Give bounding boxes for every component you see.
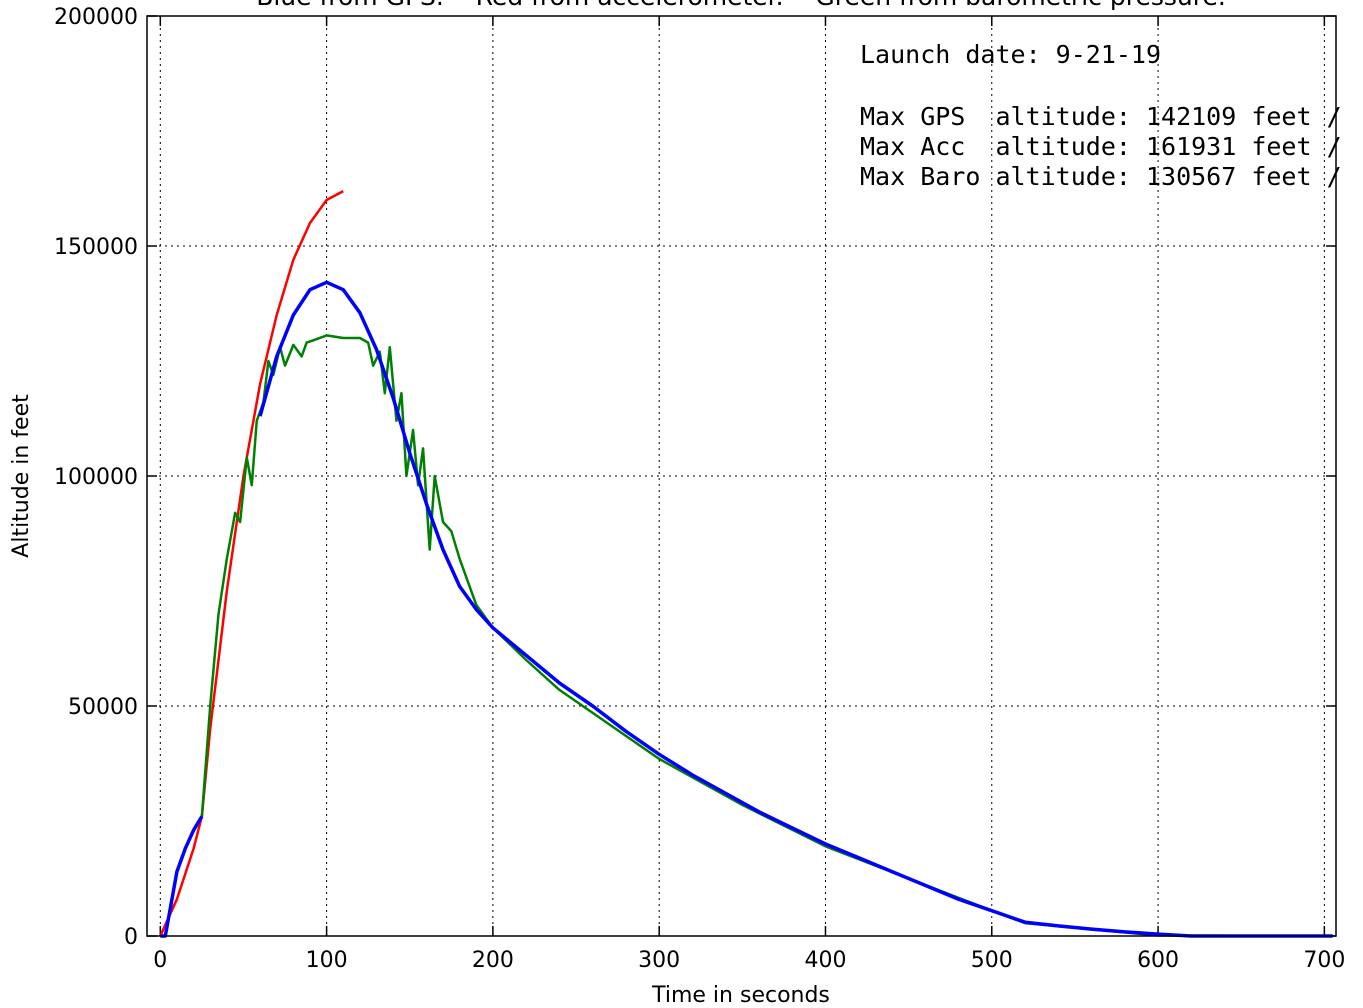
x-tick-label: 200 (472, 948, 514, 973)
x-tick-label: 100 (306, 948, 348, 973)
data-line (159, 190, 344, 937)
y-tick-label: 0 (124, 925, 138, 950)
annotation: Launch date: 9-21-19 (860, 40, 1161, 69)
annotation: Max Acc altitude: 161931 feet / (860, 132, 1342, 161)
plot-frame (146, 15, 1337, 937)
x-tick-label: 0 (153, 948, 167, 973)
data-line (200, 334, 1333, 938)
y-tick-label: 100000 (54, 465, 138, 490)
y-tick-label: 50000 (68, 695, 138, 720)
y-tick-label: 150000 (54, 235, 138, 260)
x-tick-label: 300 (638, 948, 680, 973)
x-tick-label: 500 (971, 948, 1013, 973)
y-axis-label: Altitude in feet (9, 394, 34, 558)
y-tick-label: 200000 (54, 5, 138, 30)
x-tick-label: 700 (1303, 948, 1345, 973)
annotation: Max GPS altitude: 142109 feet / (860, 102, 1342, 131)
chart-title: Blue from GPS. Red from accelerometer. G… (256, 0, 1226, 11)
x-axis-label: Time in seconds (651, 983, 830, 1008)
annotation: Max Baro altitude: 130567 feet / (860, 162, 1342, 191)
x-tick-label: 400 (804, 948, 846, 973)
x-tick-label: 600 (1137, 948, 1179, 973)
